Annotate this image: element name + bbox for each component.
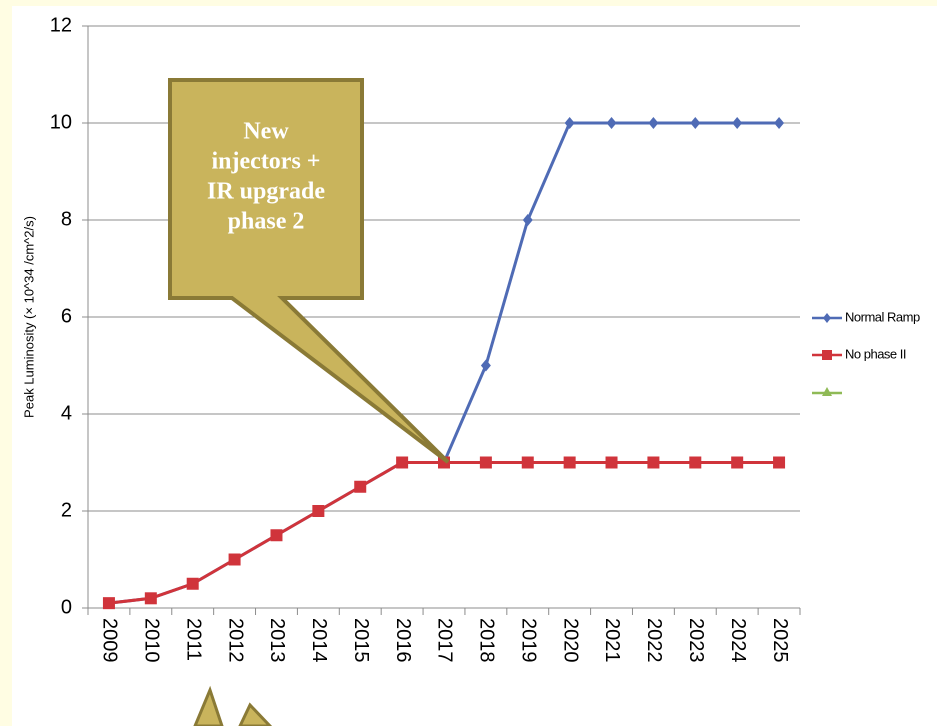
legend-marker bbox=[822, 350, 832, 360]
marker bbox=[647, 456, 660, 469]
marker bbox=[690, 117, 701, 129]
y-tick-label: 6 bbox=[61, 305, 72, 327]
marker bbox=[354, 480, 367, 493]
callout-peek bbox=[193, 685, 224, 726]
marker bbox=[270, 529, 283, 542]
marker bbox=[774, 117, 785, 129]
marker bbox=[312, 505, 325, 517]
x-tick-label: 2025 bbox=[769, 618, 791, 663]
legend-extra bbox=[812, 387, 842, 396]
marker bbox=[689, 456, 702, 469]
annotation: New bbox=[243, 119, 289, 145]
legend-marker bbox=[823, 313, 831, 323]
marker bbox=[605, 456, 618, 469]
x-tick-label: 2019 bbox=[517, 618, 539, 663]
legend-label: No phase II bbox=[845, 346, 906, 361]
marker bbox=[144, 592, 157, 605]
x-tick-label: 2013 bbox=[266, 618, 288, 663]
x-tick-label: 2010 bbox=[141, 618, 163, 663]
x-tick-label: 2022 bbox=[643, 618, 665, 663]
x-tick-label: 2014 bbox=[308, 618, 330, 663]
annotation: phase 2 bbox=[228, 209, 305, 235]
x-tick-label: 2023 bbox=[685, 618, 707, 663]
x-tick-label: 2020 bbox=[559, 618, 581, 663]
annotation: IR upgrade bbox=[207, 179, 325, 205]
y-axis-label: Peak Luminosity (× 10^34 /cm^2/s) bbox=[21, 216, 36, 418]
marker bbox=[521, 456, 534, 469]
marker bbox=[186, 577, 199, 590]
callout bbox=[168, 78, 450, 464]
callout-peek bbox=[238, 702, 273, 726]
marker bbox=[102, 597, 115, 610]
legend-marker bbox=[822, 387, 832, 396]
chart-area bbox=[12, 6, 937, 726]
x-tick-label: 2016 bbox=[392, 618, 414, 663]
x-tick-label: 2017 bbox=[434, 618, 456, 663]
marker bbox=[648, 117, 659, 129]
x-tick-label: 2012 bbox=[224, 618, 246, 663]
y-tick-label: 4 bbox=[61, 402, 72, 424]
marker bbox=[732, 117, 743, 129]
marker bbox=[228, 553, 241, 566]
marker bbox=[606, 117, 617, 129]
marker bbox=[563, 456, 576, 469]
y-tick-label: 0 bbox=[61, 596, 72, 618]
x-tick-label: 2024 bbox=[727, 618, 749, 663]
x-tick-label: 2011 bbox=[182, 618, 204, 661]
marker bbox=[479, 456, 492, 469]
x-tick-label: 2009 bbox=[99, 618, 121, 663]
legend-label: Normal Ramp bbox=[845, 309, 920, 324]
marker bbox=[480, 359, 491, 372]
y-tick-label: 8 bbox=[61, 208, 72, 230]
x-tick-label: 2021 bbox=[601, 618, 623, 663]
marker bbox=[773, 456, 786, 469]
marker bbox=[564, 117, 575, 129]
y-tick-label: 12 bbox=[50, 14, 72, 36]
x-tick-label: 2018 bbox=[476, 618, 498, 663]
x-tick-label: 2015 bbox=[350, 618, 372, 663]
y-tick-label: 2 bbox=[61, 499, 72, 521]
marker bbox=[396, 456, 409, 469]
marker bbox=[522, 214, 533, 226]
annotation: injectors + bbox=[212, 149, 321, 175]
y-tick-label: 10 bbox=[50, 111, 72, 133]
marker bbox=[731, 456, 744, 469]
